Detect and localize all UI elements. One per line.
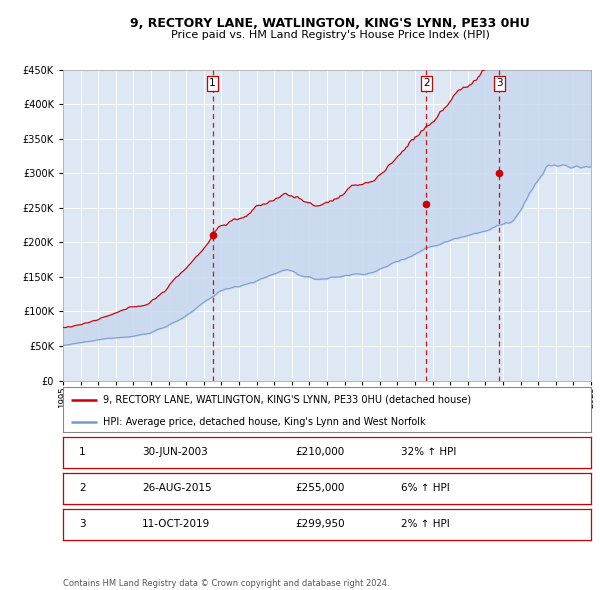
Text: 1: 1 bbox=[209, 78, 216, 88]
Text: 11-OCT-2019: 11-OCT-2019 bbox=[142, 519, 211, 529]
Text: 32% ↑ HPI: 32% ↑ HPI bbox=[401, 447, 456, 457]
Text: 3: 3 bbox=[496, 78, 502, 88]
Text: 30-JUN-2003: 30-JUN-2003 bbox=[142, 447, 208, 457]
Text: Contains HM Land Registry data © Crown copyright and database right 2024.: Contains HM Land Registry data © Crown c… bbox=[63, 579, 389, 588]
Text: £299,950: £299,950 bbox=[295, 519, 345, 529]
Text: 2: 2 bbox=[423, 78, 430, 88]
Text: 26-AUG-2015: 26-AUG-2015 bbox=[142, 483, 212, 493]
Text: 6% ↑ HPI: 6% ↑ HPI bbox=[401, 483, 449, 493]
Text: 9, RECTORY LANE, WATLINGTON, KING'S LYNN, PE33 0HU: 9, RECTORY LANE, WATLINGTON, KING'S LYNN… bbox=[130, 17, 530, 30]
Text: 2: 2 bbox=[79, 483, 85, 493]
Text: 2% ↑ HPI: 2% ↑ HPI bbox=[401, 519, 449, 529]
Text: HPI: Average price, detached house, King's Lynn and West Norfolk: HPI: Average price, detached house, King… bbox=[103, 417, 425, 427]
Text: £210,000: £210,000 bbox=[295, 447, 344, 457]
Text: 3: 3 bbox=[79, 519, 85, 529]
Text: £255,000: £255,000 bbox=[295, 483, 344, 493]
Text: Price paid vs. HM Land Registry's House Price Index (HPI): Price paid vs. HM Land Registry's House … bbox=[170, 30, 490, 40]
Text: 1: 1 bbox=[79, 447, 85, 457]
Text: 9, RECTORY LANE, WATLINGTON, KING'S LYNN, PE33 0HU (detached house): 9, RECTORY LANE, WATLINGTON, KING'S LYNN… bbox=[103, 395, 471, 405]
